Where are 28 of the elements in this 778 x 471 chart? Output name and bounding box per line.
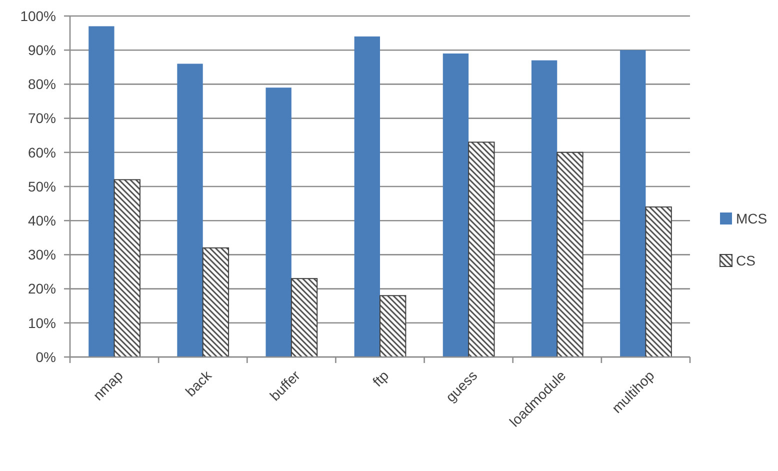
bar	[468, 142, 495, 358]
bar	[354, 36, 380, 357]
y-tick-label: 30%	[28, 246, 56, 263]
bar	[380, 295, 406, 358]
legend-label: CS	[736, 252, 756, 268]
legend-label: MCS	[736, 210, 768, 226]
y-tick-label: 50%	[28, 178, 56, 194]
bar	[620, 50, 646, 357]
x-tick-label: ftp	[369, 367, 392, 390]
bar	[531, 60, 558, 357]
bar	[177, 64, 203, 357]
y-tick-label: 0%	[36, 348, 56, 365]
y-tick-label: 90%	[28, 42, 56, 58]
y-tick-label: 100%	[20, 8, 56, 24]
bar	[645, 206, 672, 358]
y-tick-label: 60%	[28, 144, 56, 160]
bar	[88, 26, 114, 357]
bar	[202, 247, 230, 358]
y-tick-label: 70%	[28, 110, 56, 126]
y-tick-label: 40%	[28, 212, 56, 228]
y-tick-label: 10%	[28, 314, 56, 331]
y-tick-label: 20%	[28, 280, 56, 297]
y-tick-label: 80%	[28, 76, 56, 92]
bar	[556, 152, 584, 358]
bar	[266, 88, 292, 357]
bar	[290, 278, 318, 358]
bar	[442, 54, 469, 357]
bar	[114, 179, 140, 358]
